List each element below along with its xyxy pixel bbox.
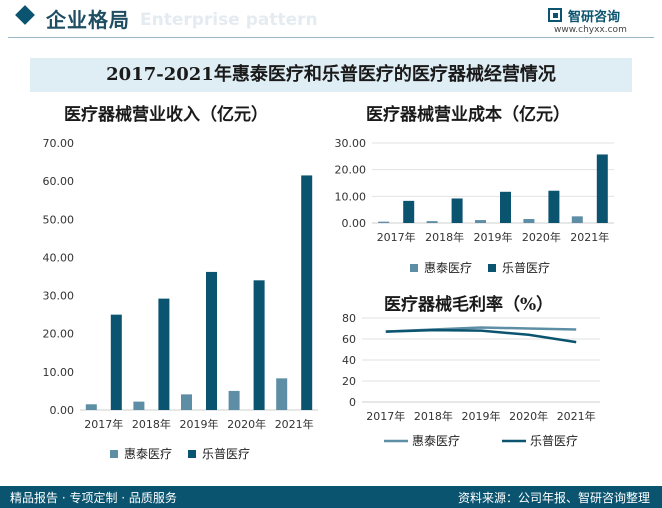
- bar-lepu: [206, 271, 217, 410]
- bar-huitai: [181, 394, 192, 410]
- y-tick-label: 40.00: [43, 251, 75, 264]
- diamond-icon: [15, 5, 35, 25]
- revenue-chart: 0.00 10.00 20.00 30.00 40.00 50.00 60.00 70.00 2…: [43, 137, 318, 461]
- legend-label: 惠泰医疗: [412, 434, 460, 448]
- legend-swatch: [110, 450, 118, 458]
- y-tick-label: 20.00: [43, 328, 75, 341]
- brand-name: 智研咨询: [568, 10, 621, 25]
- legend-label: 乐普医疗: [202, 447, 250, 461]
- x-tick-label: 2018年: [425, 230, 464, 244]
- footer-source: 资料来源：公司年报、智研咨询整理: [457, 491, 650, 505]
- bar-lepu: [403, 200, 415, 223]
- x-tick-label: 2019年: [474, 230, 513, 244]
- brand-url: www.chyxx.com: [554, 25, 627, 35]
- y-tick-label: 50.00: [43, 213, 75, 226]
- x-tick-label: 2020年: [522, 230, 561, 244]
- legend-label: 乐普医疗: [502, 261, 550, 275]
- y-tick-label: 0: [349, 396, 356, 409]
- legend-swatch: [188, 450, 196, 458]
- y-tick-label: 70.00: [43, 137, 75, 150]
- legend-label: 惠泰医疗: [424, 261, 472, 275]
- y-tick-label: 80: [342, 312, 356, 325]
- bar-huitai: [475, 220, 486, 223]
- bar-huitai: [276, 378, 288, 410]
- y-tick-label: 20.00: [335, 164, 367, 177]
- y-tick-label: 60.00: [43, 175, 75, 188]
- brand: 智研咨询 www.chyxx.com: [548, 6, 648, 36]
- y-tick-label: 30.00: [335, 137, 367, 150]
- bar-lepu: [596, 154, 608, 223]
- y-tick-label: 10.00: [335, 190, 367, 203]
- y-tick-label: 20: [342, 375, 356, 388]
- bar-huitai: [378, 221, 390, 223]
- header: 企业格局 Enterprise pattern 智研咨询 www.chyxx.c…: [0, 0, 662, 38]
- brand-logo-icon: [548, 8, 562, 22]
- bar-lepu: [301, 175, 313, 410]
- x-tick-label: 2019年: [462, 409, 501, 423]
- bar-lepu: [158, 298, 170, 410]
- y-tick-label: 60: [342, 333, 356, 346]
- x-tick-label: 2018年: [414, 409, 453, 423]
- header-divider: [8, 37, 654, 38]
- bar-huitai: [426, 221, 438, 223]
- bar-huitai: [228, 390, 240, 410]
- bar-huitai: [523, 219, 535, 223]
- margin-chart-title: 医疗器械毛利率（%）: [384, 295, 554, 315]
- x-tick-label: 2020年: [509, 409, 548, 423]
- cost-chart: 0.00 10.00 20.00 30.00 2017年 2018年 2019年 2020年 2…: [335, 137, 614, 275]
- revenue-chart-title: 医疗器械营业收入（亿元）: [64, 105, 268, 125]
- margin-chart: 0 20 40 60 80 2017年 2018年 2019年 2020年 2021年惠泰医疗 乐普…: [342, 312, 600, 448]
- legend-swatch: [410, 264, 418, 272]
- bar-huitai: [571, 216, 583, 223]
- x-tick-label: 2021年: [275, 417, 314, 431]
- legend-label: 乐普医疗: [530, 434, 578, 448]
- x-tick-label: 2020年: [227, 417, 266, 431]
- bar-lepu: [451, 198, 463, 223]
- y-tick-label: 40: [342, 354, 356, 367]
- line-lepu: [385, 328, 577, 344]
- x-tick-label: 2017年: [377, 230, 416, 244]
- x-tick-label: 2021年: [570, 230, 609, 244]
- bar-lepu: [253, 280, 265, 410]
- bar-huitai: [133, 401, 145, 410]
- x-tick-label: 2017年: [84, 417, 123, 431]
- main-title: 2017-2021年惠泰医疗和乐普医疗的医疗器械经营情况: [106, 64, 556, 85]
- legend-swatch: [488, 264, 496, 272]
- bar-huitai: [85, 404, 97, 410]
- bar-lepu: [110, 314, 122, 410]
- x-tick-label: 2019年: [180, 417, 219, 431]
- title-banner: 2017-2021年惠泰医疗和乐普医疗的医疗器械经营情况: [30, 58, 632, 92]
- y-tick-label: 10.00: [43, 366, 75, 379]
- y-tick-label: 0.00: [342, 217, 367, 230]
- section-watermark: Enterprise pattern: [140, 10, 318, 30]
- x-tick-label: 2017年: [366, 409, 405, 423]
- x-tick-label: 2018年: [132, 417, 171, 431]
- x-tick-label: 2021年: [557, 409, 596, 423]
- footer: 精品报告 · 专项定制 · 品质服务 资料来源：公司年报、智研咨询整理: [0, 486, 662, 508]
- legend-label: 惠泰医疗: [124, 447, 172, 461]
- y-tick-label: 0.00: [50, 404, 75, 417]
- cost-chart-title: 医疗器械营业成本（亿元）: [366, 105, 570, 125]
- bar-lepu: [548, 190, 560, 223]
- bar-lepu: [500, 191, 511, 223]
- footer-slogan: 精品报告 · 专项定制 · 品质服务: [10, 491, 177, 505]
- section-title: 企业格局: [46, 8, 130, 32]
- y-tick-label: 30.00: [43, 290, 75, 303]
